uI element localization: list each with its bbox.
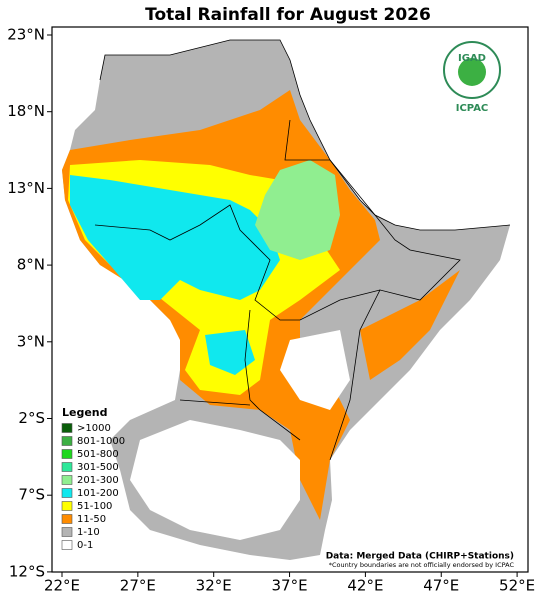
legend-swatch <box>61 527 73 537</box>
legend-swatch <box>61 436 73 446</box>
x-tick-label: 52°E <box>499 577 535 595</box>
legend-swatch <box>61 475 73 485</box>
logo-org: ICPAC <box>456 103 489 114</box>
legend-title: Legend <box>62 406 108 419</box>
white-zone <box>130 420 300 540</box>
x-tick-label: 37°E <box>272 577 308 595</box>
y-tick-label: 8°N <box>17 256 45 274</box>
orange-east <box>360 270 460 380</box>
legend-label: 101-200 <box>77 488 119 499</box>
legend-swatch <box>61 540 73 550</box>
legend-label: 801-1000 <box>77 436 125 447</box>
legend-swatch <box>61 449 73 459</box>
map-layers <box>62 40 510 560</box>
logo: IGAD ICPAC <box>443 41 501 114</box>
legend-swatch <box>61 462 73 472</box>
border <box>94 204 381 321</box>
y-tick-label: 3°N <box>17 332 45 350</box>
green-zone <box>255 160 340 260</box>
source-note: Data: Merged Data (CHIRP+Stations) <box>326 552 514 562</box>
x-tick-label: 32°E <box>196 577 232 595</box>
y-tick-label: 2°S <box>18 409 45 427</box>
borders <box>94 39 511 461</box>
legend-swatch <box>61 488 73 498</box>
white-east <box>280 330 350 410</box>
y-tick-label: 18°N <box>7 102 45 120</box>
x-tick-label: 42°E <box>347 577 383 595</box>
border <box>284 119 461 461</box>
legend-label: 201-300 <box>77 475 119 486</box>
logo-emblem <box>458 58 486 86</box>
border <box>244 309 301 441</box>
legend-label: 51-100 <box>77 501 112 512</box>
legend-swatch <box>61 501 73 511</box>
x-tick-label: 47°E <box>423 577 459 595</box>
y-tick-label: 13°N <box>7 179 45 197</box>
disclaimer: *Country boundaries are not officially e… <box>329 561 515 569</box>
legend-swatch <box>61 514 73 524</box>
legend-label: 11-50 <box>77 514 106 525</box>
logo-name: IGAD <box>458 53 486 64</box>
border <box>99 39 511 231</box>
cyan-south <box>205 330 255 375</box>
legend-swatch <box>61 423 73 433</box>
x-tick-label: 22°E <box>44 577 80 595</box>
legend-label: 301-500 <box>77 462 119 473</box>
border <box>179 399 251 406</box>
legend-label: 0-1 <box>77 540 93 551</box>
y-tick-label: 23°N <box>7 26 45 44</box>
map-title: Total Rainfall for August 2026 <box>145 5 431 25</box>
legend-label: >1000 <box>77 423 111 434</box>
y-tick-label: 12°S <box>9 562 45 580</box>
legend-label: 501-800 <box>77 449 119 460</box>
x-tick-label: 27°E <box>120 577 156 595</box>
legend-label: 1-10 <box>77 527 100 538</box>
y-tick-label: 7°S <box>18 486 45 504</box>
